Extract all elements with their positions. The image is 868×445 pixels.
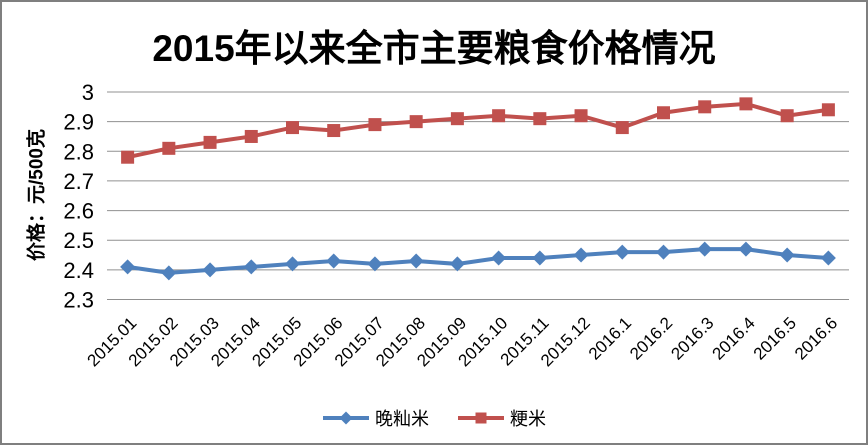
legend-label: 粳米 (510, 409, 546, 429)
data-point (202, 262, 218, 278)
x-tick-label: 2016.4 (709, 313, 759, 363)
data-point (573, 247, 589, 263)
data-point (326, 253, 342, 269)
x-tick-label: 2016.5 (750, 313, 800, 363)
data-point (203, 135, 217, 149)
legend-item-1: 粳米 (457, 405, 546, 431)
data-point (697, 241, 713, 257)
data-point (161, 265, 177, 281)
data-point (820, 250, 836, 266)
legend: 晚籼米 粳米 (2, 401, 866, 435)
data-point (162, 141, 176, 155)
legend-marker (475, 412, 487, 424)
data-point (533, 112, 547, 126)
data-point (409, 115, 423, 129)
data-point (449, 256, 465, 272)
y-tick-label: 2.9 (63, 110, 94, 135)
legend-marker (339, 411, 353, 425)
data-point (615, 121, 629, 135)
series-line-0 (127, 247, 829, 275)
x-tick-label: 2016.3 (667, 313, 717, 363)
y-tick-label: 3 (82, 80, 94, 105)
data-point (656, 244, 671, 260)
data-point (738, 241, 754, 257)
data-point (285, 256, 300, 272)
data-point (492, 109, 506, 123)
series-0 (120, 241, 836, 281)
legend-item-0: 晚籼米 (322, 405, 429, 431)
data-point (408, 253, 424, 269)
x-tick-label: 2016.1 (585, 313, 635, 363)
data-point (244, 129, 258, 143)
data-point (367, 256, 383, 272)
data-point (120, 259, 136, 275)
data-point (327, 124, 341, 138)
data-point (821, 103, 835, 117)
data-point (121, 150, 135, 164)
y-tick-label: 2.4 (63, 258, 94, 283)
y-tick-label: 2.6 (63, 199, 94, 224)
data-point (574, 109, 588, 123)
data-point (657, 106, 670, 120)
data-point (780, 109, 794, 123)
y-tick-label: 2.7 (63, 169, 94, 194)
legend-label: 晚籼米 (375, 409, 429, 429)
data-point (450, 112, 464, 126)
data-point (698, 100, 712, 114)
data-point (779, 247, 795, 263)
y-tick-label: 2.8 (63, 139, 94, 164)
chart-title: 2015年以来全市主要粮食价格情况 (152, 28, 716, 69)
series-line-1 (127, 101, 829, 160)
data-point (739, 97, 753, 111)
data-point (491, 250, 507, 266)
y-tick-label: 2.5 (63, 228, 94, 253)
series-1 (121, 97, 835, 164)
x-tick-label: 2016.6 (791, 313, 841, 363)
y-tick-label: 2.3 (63, 288, 94, 313)
square-marker-icon (458, 412, 504, 424)
data-point (614, 244, 630, 260)
data-point (286, 121, 299, 135)
data-point (368, 118, 382, 132)
diamond-marker-icon (323, 411, 369, 425)
x-tick-label: 2016.2 (626, 313, 676, 363)
data-point (532, 250, 548, 266)
data-point (243, 259, 259, 275)
